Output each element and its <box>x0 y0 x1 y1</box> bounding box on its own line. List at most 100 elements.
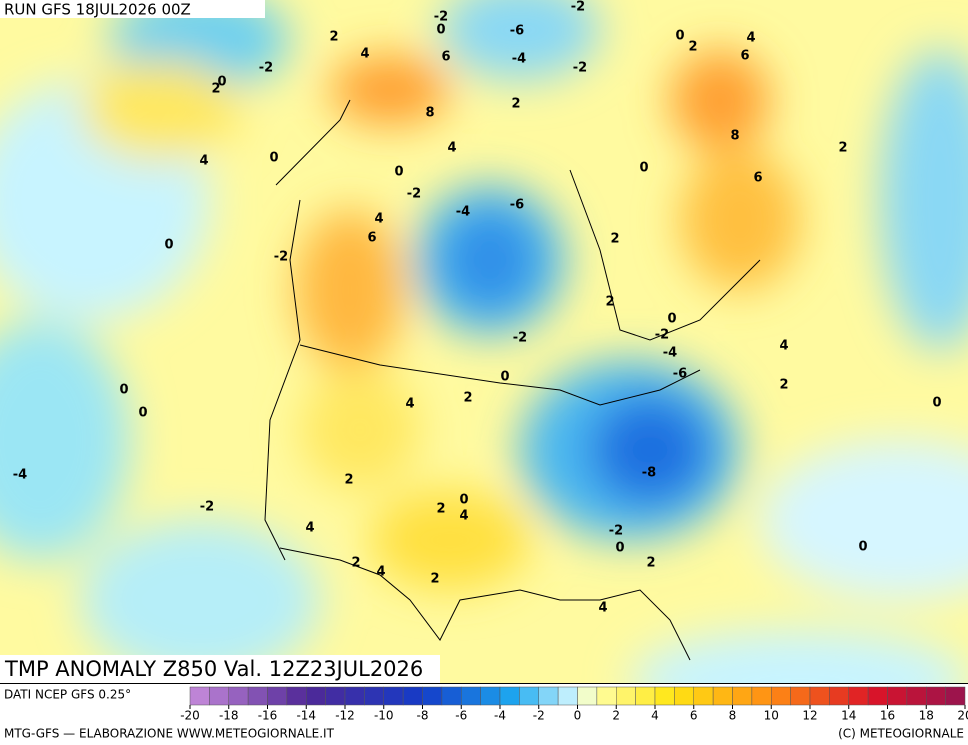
colorbar-tick-label: 12 <box>802 709 817 723</box>
contour-label: 0 <box>615 541 624 556</box>
contour-label: -4 <box>456 205 470 220</box>
contour-label: 0 <box>932 396 941 411</box>
colorbar-swatch <box>422 686 443 706</box>
colorbar-tick-label: -4 <box>494 709 506 723</box>
contour-label: 2 <box>511 97 520 112</box>
contour-label: 0 <box>394 165 403 180</box>
colorbar-swatch <box>461 686 481 706</box>
contour-label: -2 <box>571 0 585 15</box>
contour-label: 4 <box>305 521 314 536</box>
contour-label: 2 <box>646 556 655 571</box>
contour-label: 0 <box>459 493 468 508</box>
colorbar-tick-label: 14 <box>841 709 856 723</box>
colorbar-tick-label: 6 <box>690 709 698 723</box>
contour-label: -4 <box>13 468 27 483</box>
colorbar-swatch <box>674 686 694 706</box>
colorbar-swatch <box>790 686 811 706</box>
colorbar-swatch <box>441 686 462 706</box>
contour-label: 4 <box>405 397 414 412</box>
contour-label: -2 <box>200 500 214 515</box>
colorbar-tick-label: -20 <box>180 709 200 723</box>
contour-label: 2 <box>838 141 847 156</box>
colorbar-tick-label: -10 <box>374 709 394 723</box>
contour-label: 0 <box>858 540 867 555</box>
colorbar-swatch <box>325 686 346 706</box>
contour-label: 4 <box>447 141 456 156</box>
contour-label: 0 <box>119 383 128 398</box>
colorbar-swatch <box>945 686 966 706</box>
contour-label: -2 <box>407 187 421 202</box>
contour-label: 4 <box>746 31 755 46</box>
contour-label: 6 <box>367 231 376 246</box>
colorbar-tick-label: -14 <box>296 709 316 723</box>
colorbar-tick-label: 0 <box>574 709 582 723</box>
colorbar-swatch <box>577 686 598 706</box>
colorbar-swatch <box>887 686 908 706</box>
contour-label: 0 <box>269 151 278 166</box>
contour-label: -2 <box>573 61 587 76</box>
contour-label: 2 <box>351 556 360 571</box>
colorbar-swatch <box>693 686 714 706</box>
colorbar-tick-label: 8 <box>729 709 737 723</box>
colorbar-swatch <box>906 686 927 706</box>
map-title: TMP ANOMALY Z850 Val. 12Z23JUL2026 <box>4 657 423 681</box>
colorbar-swatch <box>635 686 656 706</box>
colorbar-swatch <box>538 686 559 706</box>
colorbar-swatch <box>926 686 946 706</box>
colorbar-swatch <box>867 686 888 706</box>
colorbar-tick-label: 4 <box>651 709 659 723</box>
contour-label: 6 <box>740 49 749 64</box>
colorbar-swatch <box>209 686 229 706</box>
colorbar-tick-label: -6 <box>455 709 467 723</box>
colorbar-swatch <box>771 686 791 706</box>
contour-label: -4 <box>663 346 677 361</box>
colorbar-swatch <box>364 686 384 706</box>
contour-label: 4 <box>360 47 369 62</box>
contour-label: 8 <box>425 106 434 121</box>
contour-label: 4 <box>779 339 788 354</box>
colorbar-tick-label: -12 <box>335 709 355 723</box>
credit-label: MTG-GFS — ELABORAZIONE WWW.METEOGIORNALE… <box>4 727 335 741</box>
contour-label: -4 <box>512 52 526 67</box>
colorbar-swatch <box>848 686 869 706</box>
colorbar-tick-label: -8 <box>417 709 429 723</box>
colorbar-swatch <box>480 686 501 706</box>
colorbar-swatch <box>519 686 539 706</box>
contour-label: -2 <box>609 524 623 539</box>
title-box <box>0 655 440 683</box>
colorbar-tick-label: 2 <box>612 709 620 723</box>
colorbar-swatch <box>228 686 249 706</box>
contour-label: 2 <box>688 40 697 55</box>
contour-label: -2 <box>274 250 288 265</box>
borders <box>264 99 761 661</box>
contour-label: 0 <box>217 75 226 90</box>
colorbar-swatch <box>596 686 617 706</box>
contour-label: 4 <box>199 154 208 169</box>
colorbar-swatch <box>286 686 307 706</box>
contour-label: 2 <box>430 572 439 587</box>
colorbar-swatch <box>499 686 520 706</box>
colorbar-swatch <box>732 686 753 706</box>
colorbar-swatch <box>306 686 326 706</box>
contour-label: -6 <box>510 24 524 39</box>
colorbar-tick-label: -18 <box>219 709 239 723</box>
colorbar-tick-label: 16 <box>880 709 895 723</box>
contour-label: 2 <box>211 82 220 97</box>
colorbar-swatch <box>809 686 830 706</box>
contour-label: 2 <box>436 502 445 517</box>
colorbar-swatch <box>751 686 772 706</box>
run-label: RUN GFS 18JUL2026 00Z <box>4 1 191 19</box>
copyright-label: (C) METEOGIORNALE <box>838 727 964 741</box>
contour-label: 0 <box>436 23 445 38</box>
contour-label: 6 <box>753 171 762 186</box>
colorbar-swatch <box>402 686 423 706</box>
contour-label: 2 <box>329 30 338 45</box>
contour-label: 2 <box>605 295 614 310</box>
anomaly-field <box>0 0 968 683</box>
contour-label: 2 <box>463 391 472 406</box>
contour-label: 2 <box>779 378 788 393</box>
contour-label: -2 <box>513 331 527 346</box>
colorbar-tick-label: 20 <box>957 709 968 723</box>
contour-label: 6 <box>441 50 450 65</box>
